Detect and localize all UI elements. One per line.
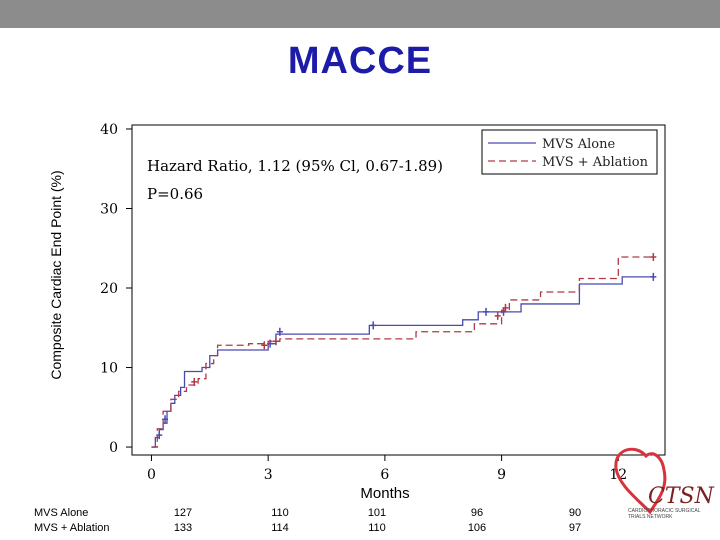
top-bar (0, 0, 720, 28)
risk-value: 110 (271, 507, 289, 519)
legend-label: MVS + Ablation (542, 155, 649, 170)
y-tick-label: 40 (100, 122, 118, 138)
risk-row-label-mvs-alone: MVS Alone (34, 507, 89, 519)
y-tick-label: 30 (100, 201, 118, 217)
ctsn-logo-text: CTSN (648, 484, 714, 509)
slide-title: MACCE (287, 40, 433, 82)
x-tick-label: 0 (147, 467, 156, 483)
risk-value: 127 (173, 507, 193, 519)
x-axis-label: Months (360, 485, 410, 502)
censor-mark (494, 311, 501, 320)
risk-row-label-mvs-ablation: MVS + Ablation (34, 522, 110, 534)
series-line-mvs-alone (151, 276, 654, 448)
censor-mark (272, 337, 279, 346)
risk-value: 97 (568, 522, 582, 534)
plot-frame (131, 124, 666, 456)
risk-value: 106 (467, 522, 487, 534)
y-tick-label: 20 (100, 281, 118, 297)
p-value-annotation: P=0.66 (147, 185, 203, 203)
risk-value: 90 (568, 507, 582, 519)
x-tick-label: 9 (497, 467, 506, 483)
censor-mark (650, 253, 657, 261)
risk-value: 110 (368, 522, 386, 534)
censor-mark (261, 341, 268, 350)
legend-label: MVS Alone (542, 137, 615, 152)
ctsn-heart-logo (614, 447, 667, 515)
risk-value: 114 (271, 522, 289, 534)
censor-mark (502, 303, 509, 312)
censor-mark (191, 377, 198, 386)
censor-mark (483, 307, 490, 316)
hazard-ratio-annotation: Hazard Ratio, 1.12 (95% Cl, 0.67-1.89) (147, 157, 443, 175)
risk-value: 101 (367, 507, 387, 519)
risk-value: 133 (173, 522, 193, 534)
ctsn-logo-subtitle: CARDIOTHORACIC SURGICAL TRIALS NETWORK (628, 508, 701, 520)
series-line-mvs-ablation (151, 256, 654, 448)
risk-value: 96 (470, 507, 484, 519)
y-tick-label: 10 (100, 361, 118, 377)
y-tick-label: 0 (109, 440, 118, 456)
legend-box (481, 129, 658, 175)
censor-mark (276, 327, 283, 336)
x-tick-label: 3 (264, 467, 273, 483)
x-tick-label: 6 (380, 467, 389, 483)
censor-mark (370, 321, 377, 330)
censor-mark (650, 272, 657, 281)
